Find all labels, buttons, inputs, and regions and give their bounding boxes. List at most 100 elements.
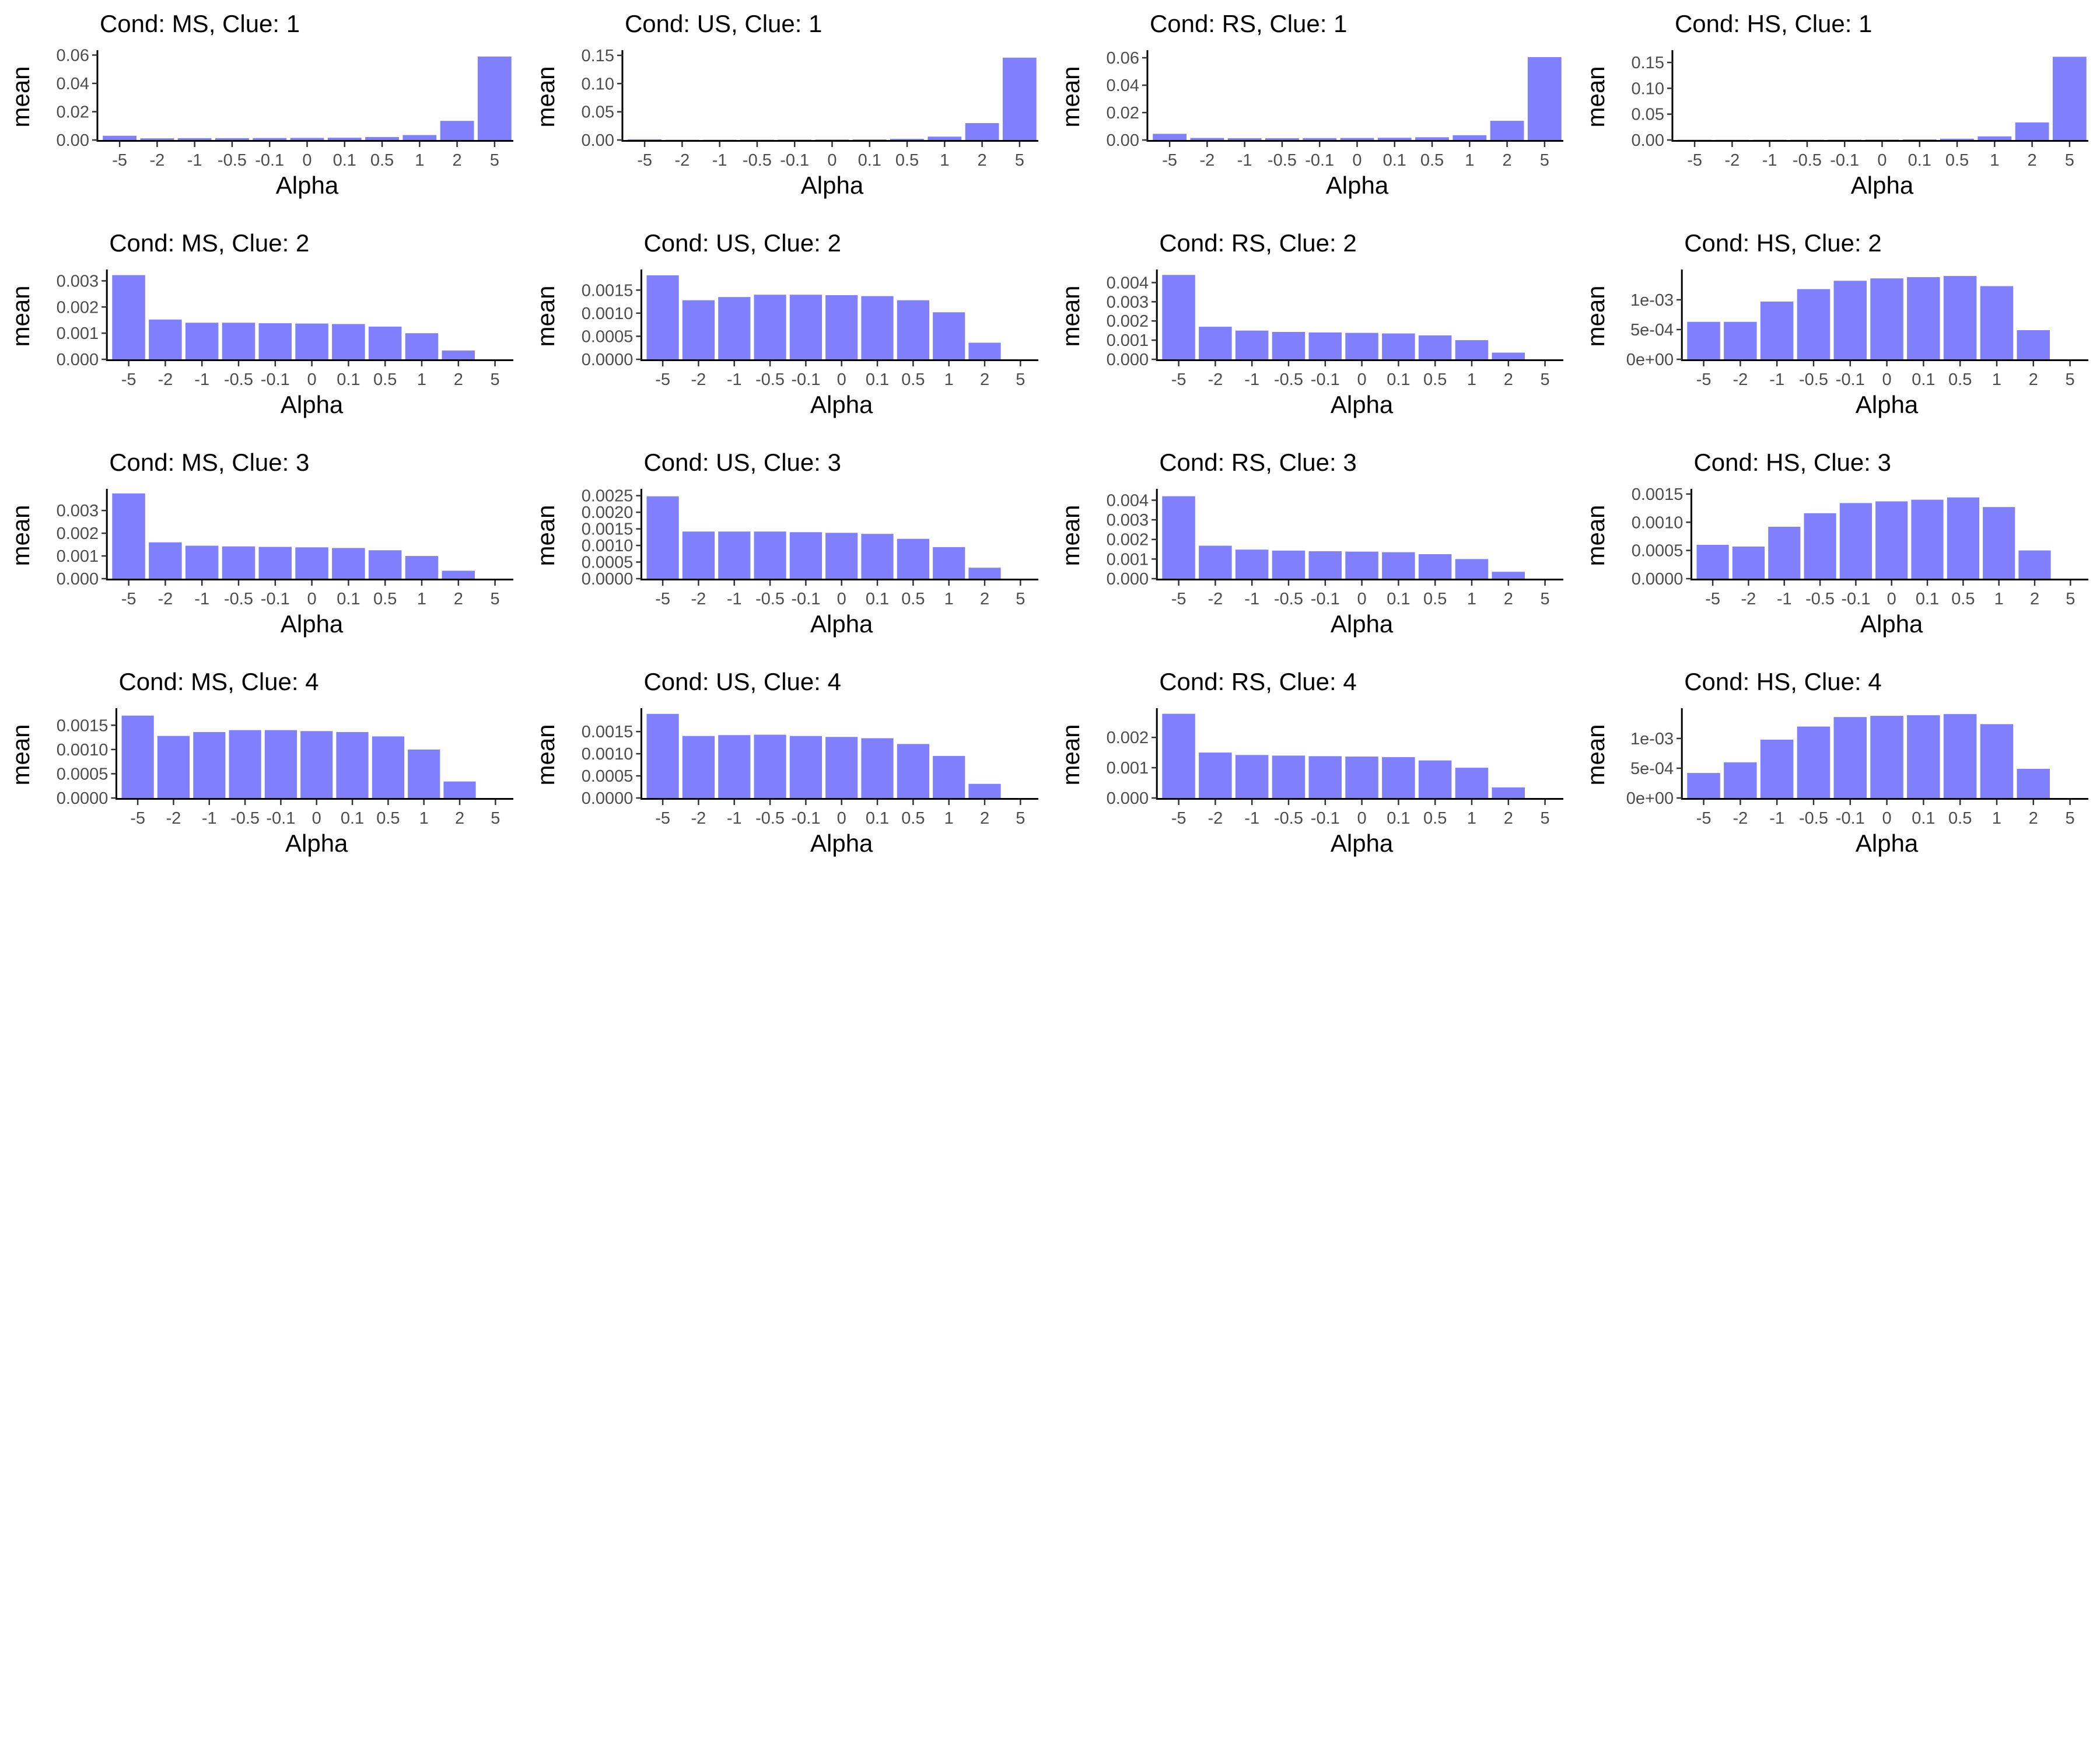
y-tick-label: 0.0005	[582, 327, 634, 346]
x-tick-label: 2	[1503, 151, 1512, 170]
x-tick-label: 2	[2029, 370, 2038, 389]
bar--0.5	[1272, 755, 1306, 798]
x-tick-label: 0.1	[1912, 370, 1935, 389]
bar--1	[718, 297, 751, 359]
x-tick-label: -0.5	[218, 151, 247, 170]
bar-0.5	[365, 136, 399, 140]
y-tick-label: 0.002	[57, 524, 99, 543]
y-tick-label: 0e+00	[1626, 789, 1674, 808]
x-tick-label: 2	[453, 151, 462, 170]
bar-1	[1978, 136, 2012, 140]
bar-0	[1345, 756, 1378, 798]
bar-0.5	[897, 744, 929, 798]
y-tick-label: 0.04	[57, 75, 89, 93]
y-axis-label: mean	[1057, 66, 1084, 127]
panel-9: 0.000 0.001 0.002 0.003 -5 -2 -1 -0.5 -0.1 0 0.1 0.…	[7, 449, 513, 638]
bar-1	[1455, 559, 1489, 579]
panel-15: 0.000 0.001 0.002 -5 -2 -1 -0.5 -0.1 0 0.1 0.5 1 2 5 A…	[1057, 668, 1563, 857]
y-tick-label: 0.0005	[57, 765, 108, 783]
y-tick-label: 0.06	[57, 46, 89, 65]
bars	[646, 713, 1001, 798]
x-axis-label: Alpha	[1860, 610, 1923, 638]
x-tick-label: -1	[202, 809, 217, 828]
bars	[1162, 496, 1525, 579]
bars	[112, 493, 475, 579]
bar-5	[1002, 57, 1037, 140]
x-tick-label: 5	[1540, 151, 1549, 170]
y-tick-label: 1e-03	[1630, 730, 1674, 748]
x-tick-label: 0.5	[1948, 809, 1972, 828]
x-tick-label: 0.5	[1423, 370, 1447, 389]
x-tick-label: -2	[1208, 809, 1223, 828]
x-tick-label: -1	[727, 809, 742, 828]
bar-2	[1492, 572, 1525, 579]
x-tick-label: 0	[1882, 370, 1892, 389]
y-tick-label: 0.0005	[1632, 542, 1684, 561]
bar--0.1	[789, 295, 822, 359]
y-tick-label: 5e-04	[1630, 321, 1674, 340]
y-tick-label: 0e+00	[1626, 351, 1674, 369]
x-tick-label: 0	[827, 151, 836, 170]
bar--0.5	[222, 546, 256, 579]
bar--5	[646, 496, 679, 579]
panel-2: 0.00 0.05 0.10 0.15 -5 -2 -1 -0.5 -0.1 0 0.1 0.5 1 2 5…	[532, 10, 1038, 199]
y-axis-label: mean	[532, 724, 559, 785]
y-tick-label: 0.04	[1107, 76, 1139, 95]
bar--0.5	[740, 139, 774, 140]
x-tick-label: 1	[1465, 151, 1474, 170]
bar--5	[628, 139, 662, 140]
x-axis-label: Alpha	[810, 391, 873, 418]
bar-0.5	[372, 736, 404, 798]
bar-2	[2015, 122, 2049, 140]
y-tick-label: 0.0015	[582, 281, 634, 300]
x-tick-label: -0.5	[1274, 590, 1303, 608]
x-tick-label: 0.5	[901, 590, 925, 608]
y-tick-label: 0.0015	[582, 520, 634, 539]
bar-0	[1345, 332, 1378, 359]
x-tick-label: -2	[149, 151, 164, 170]
bar--0.1	[264, 730, 297, 798]
x-axis-label: Alpha	[810, 830, 873, 857]
x-tick-label: -0.1	[1830, 151, 1859, 170]
y-tick-label: 0.0010	[582, 745, 634, 764]
bar-0	[1865, 139, 1899, 140]
x-tick-label: 0	[1357, 809, 1367, 828]
panel-8: 0e+00 5e-04 1e-03 -5 -2 -1 -0.5 -0.1 0 0.1 0.5 1 2 5 A…	[1582, 229, 2088, 418]
bar-1	[928, 136, 962, 140]
bar-1	[1455, 340, 1489, 359]
bar--2	[1199, 545, 1232, 579]
bar-2	[442, 350, 475, 359]
x-tick-label: 2	[980, 370, 989, 389]
x-tick-label: 5	[1016, 590, 1025, 608]
bar--2	[1724, 762, 1757, 798]
bar--5	[1687, 773, 1720, 798]
y-tick-label: 0.000	[57, 570, 99, 589]
x-tick-label: 0.5	[1420, 151, 1444, 170]
bar-0.1	[1907, 715, 1940, 798]
bars	[628, 57, 1037, 140]
x-tick-label: 0.1	[1383, 151, 1406, 170]
y-tick-label: 0.001	[1107, 331, 1149, 350]
x-tick-label: 5	[1016, 370, 1025, 389]
bars	[121, 715, 476, 798]
bars	[103, 56, 512, 141]
y-tick-label: 0.10	[582, 75, 614, 93]
x-tick-label: -0.1	[791, 590, 820, 608]
bar--5	[1162, 496, 1195, 579]
y-tick-label: 0.0015	[1632, 485, 1684, 504]
x-tick-label: -0.1	[261, 370, 290, 389]
bar--0.5	[222, 323, 256, 359]
y-tick-label: 0.001	[1107, 759, 1149, 778]
bars	[1696, 497, 2051, 579]
bar-2	[2017, 769, 2050, 798]
x-tick-label: 0.1	[1387, 590, 1410, 608]
panel-title: Cond: RS, Clue: 2	[1159, 229, 1357, 257]
y-tick-label: 0.0010	[582, 304, 634, 323]
bar--2	[149, 319, 182, 359]
bar--1	[193, 732, 226, 798]
x-tick-label: -0.1	[780, 151, 809, 170]
bar--5	[112, 275, 145, 359]
x-tick-label: -1	[194, 590, 209, 608]
bar--0.1	[789, 532, 822, 579]
